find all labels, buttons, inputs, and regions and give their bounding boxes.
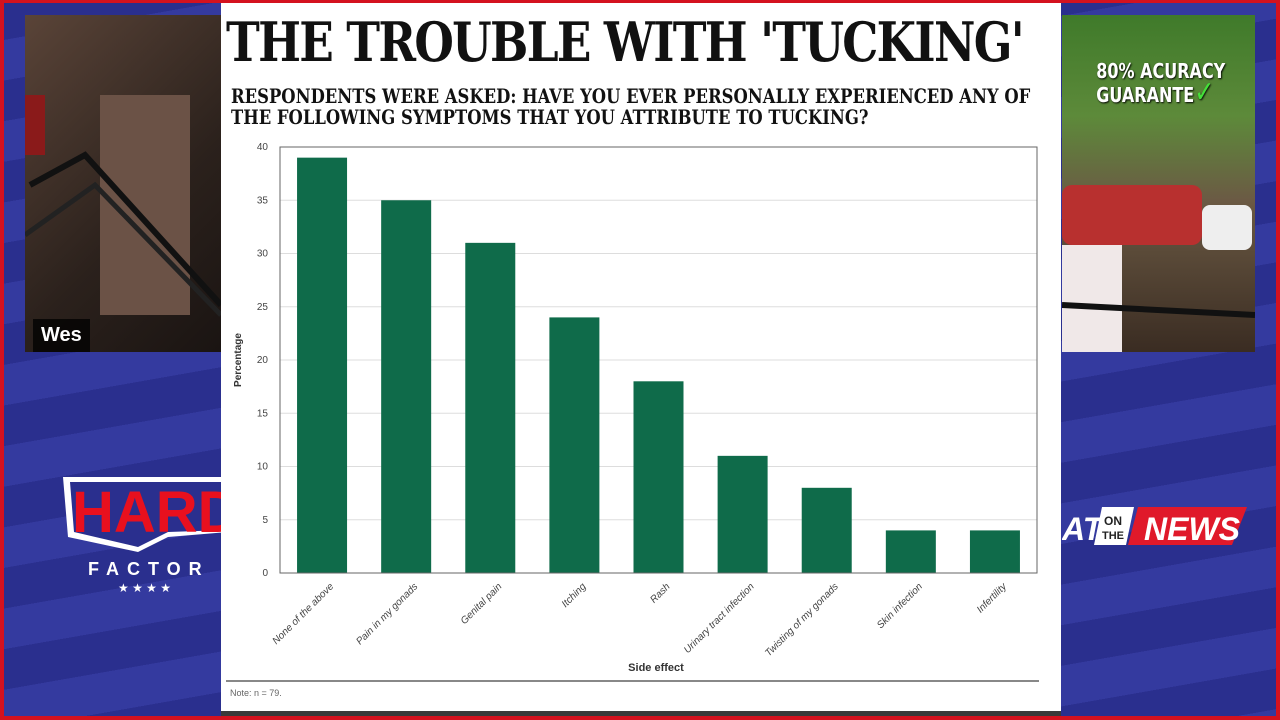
x-tick-label: Urinary tract infection	[682, 581, 757, 656]
y-tick-label: 5	[262, 515, 268, 526]
bar	[633, 381, 684, 573]
bar	[297, 157, 348, 573]
checkmark-icon: ✓	[1193, 75, 1215, 110]
y-tick-label: 35	[257, 195, 269, 206]
webcam-right: 80% ACURACY GUARANTE✓	[1062, 15, 1255, 352]
x-tick-label: None of the above	[271, 581, 337, 647]
x-tick-label: Twisting of my gonads	[763, 581, 841, 659]
bar	[885, 530, 936, 573]
x-tick-label: Skin infection	[875, 581, 925, 631]
hard-factor-logo: HARD FACTOR ★ ★ ★ ★	[58, 472, 240, 595]
slide-title: THE TROUBLE WITH 'TUCKING'	[226, 10, 1025, 74]
x-tick-label: Rash	[648, 581, 673, 606]
accuracy-overlay: 80% ACURACY GUARANTE✓	[1095, 59, 1225, 108]
x-axis-title: Side effect	[628, 662, 684, 674]
y-tick-label: 0	[262, 568, 268, 579]
bar-chart: 0 5 10 15 20 25 30 35 40 None of the above Pain in…	[226, 142, 1039, 698]
microphone-arm-icon	[25, 95, 221, 317]
overlay-line-2: GUARANTE	[1095, 83, 1194, 107]
x-tick-label: Itching	[560, 581, 589, 610]
slide-panel: THE TROUBLE WITH 'TUCKING' RESPONDENTS W…	[221, 0, 1061, 720]
webcam-left: Wes	[25, 15, 221, 352]
news-logo: AT ON THE NEWS	[1061, 505, 1247, 547]
x-tick-label: Infertility	[975, 581, 1010, 616]
logo-the: THE	[1102, 530, 1124, 542]
bar	[969, 530, 1020, 573]
bar	[381, 200, 432, 573]
y-tick-label: 25	[257, 302, 269, 313]
svg-text:★ ★ ★ ★: ★ ★ ★ ★	[118, 581, 171, 592]
y-tick-label: 30	[257, 249, 269, 260]
bar	[549, 317, 600, 573]
bar	[717, 455, 768, 573]
y-tick-label: 15	[257, 408, 269, 419]
studio-background-icon	[1062, 185, 1255, 352]
x-tick-label: Pain in my gonads	[354, 581, 420, 647]
logo-news: NEWS	[1144, 511, 1241, 547]
y-tick-label: 40	[257, 142, 269, 153]
note: Note: n = 79.	[230, 688, 282, 698]
slide-subtitle: RESPONDENTS WERE ASKED: HAVE YOU EVER PE…	[231, 84, 1031, 129]
x-tick-label: Genital pain	[459, 581, 505, 627]
y-tick-label: 10	[257, 462, 269, 473]
participant-name: Wes	[33, 319, 90, 352]
y-tick-label: 20	[257, 355, 269, 366]
logo-on: ON	[1104, 514, 1122, 528]
y-axis-title: Percentage	[233, 333, 244, 387]
overlay-line-1: 80% ACURACY	[1095, 59, 1225, 83]
svg-text:FACTOR: FACTOR	[88, 559, 210, 579]
svg-text:HARD: HARD	[72, 480, 228, 545]
bar	[465, 242, 516, 573]
source-strip	[221, 711, 1061, 720]
bar	[801, 487, 852, 573]
